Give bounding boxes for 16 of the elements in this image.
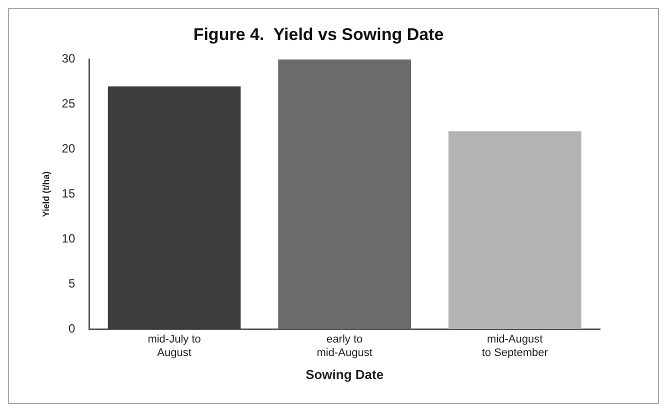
y-tick-label: 0	[68, 321, 76, 336]
bar	[448, 131, 582, 329]
x-axis-title: Sowing Date	[306, 366, 384, 382]
bar	[108, 86, 241, 329]
y-tick-label: 15	[62, 186, 76, 201]
y-tick-label: 30	[62, 52, 76, 66]
y-tick-label: 5	[68, 276, 76, 290]
y-tick-label: 25	[62, 96, 76, 111]
y-tick-label: 20	[62, 142, 76, 156]
chart-title: Figure 4. Yield vs Sowing Date	[193, 24, 444, 44]
x-tick-label: mid-August to September	[482, 334, 548, 359]
y-tick-label: 10	[62, 231, 76, 246]
x-tick-label: early to mid-August	[316, 334, 372, 359]
y-axis-title: Yield (t/ha)	[40, 171, 51, 218]
bar	[278, 59, 411, 329]
x-tick-label: mid-July to August	[148, 334, 201, 359]
